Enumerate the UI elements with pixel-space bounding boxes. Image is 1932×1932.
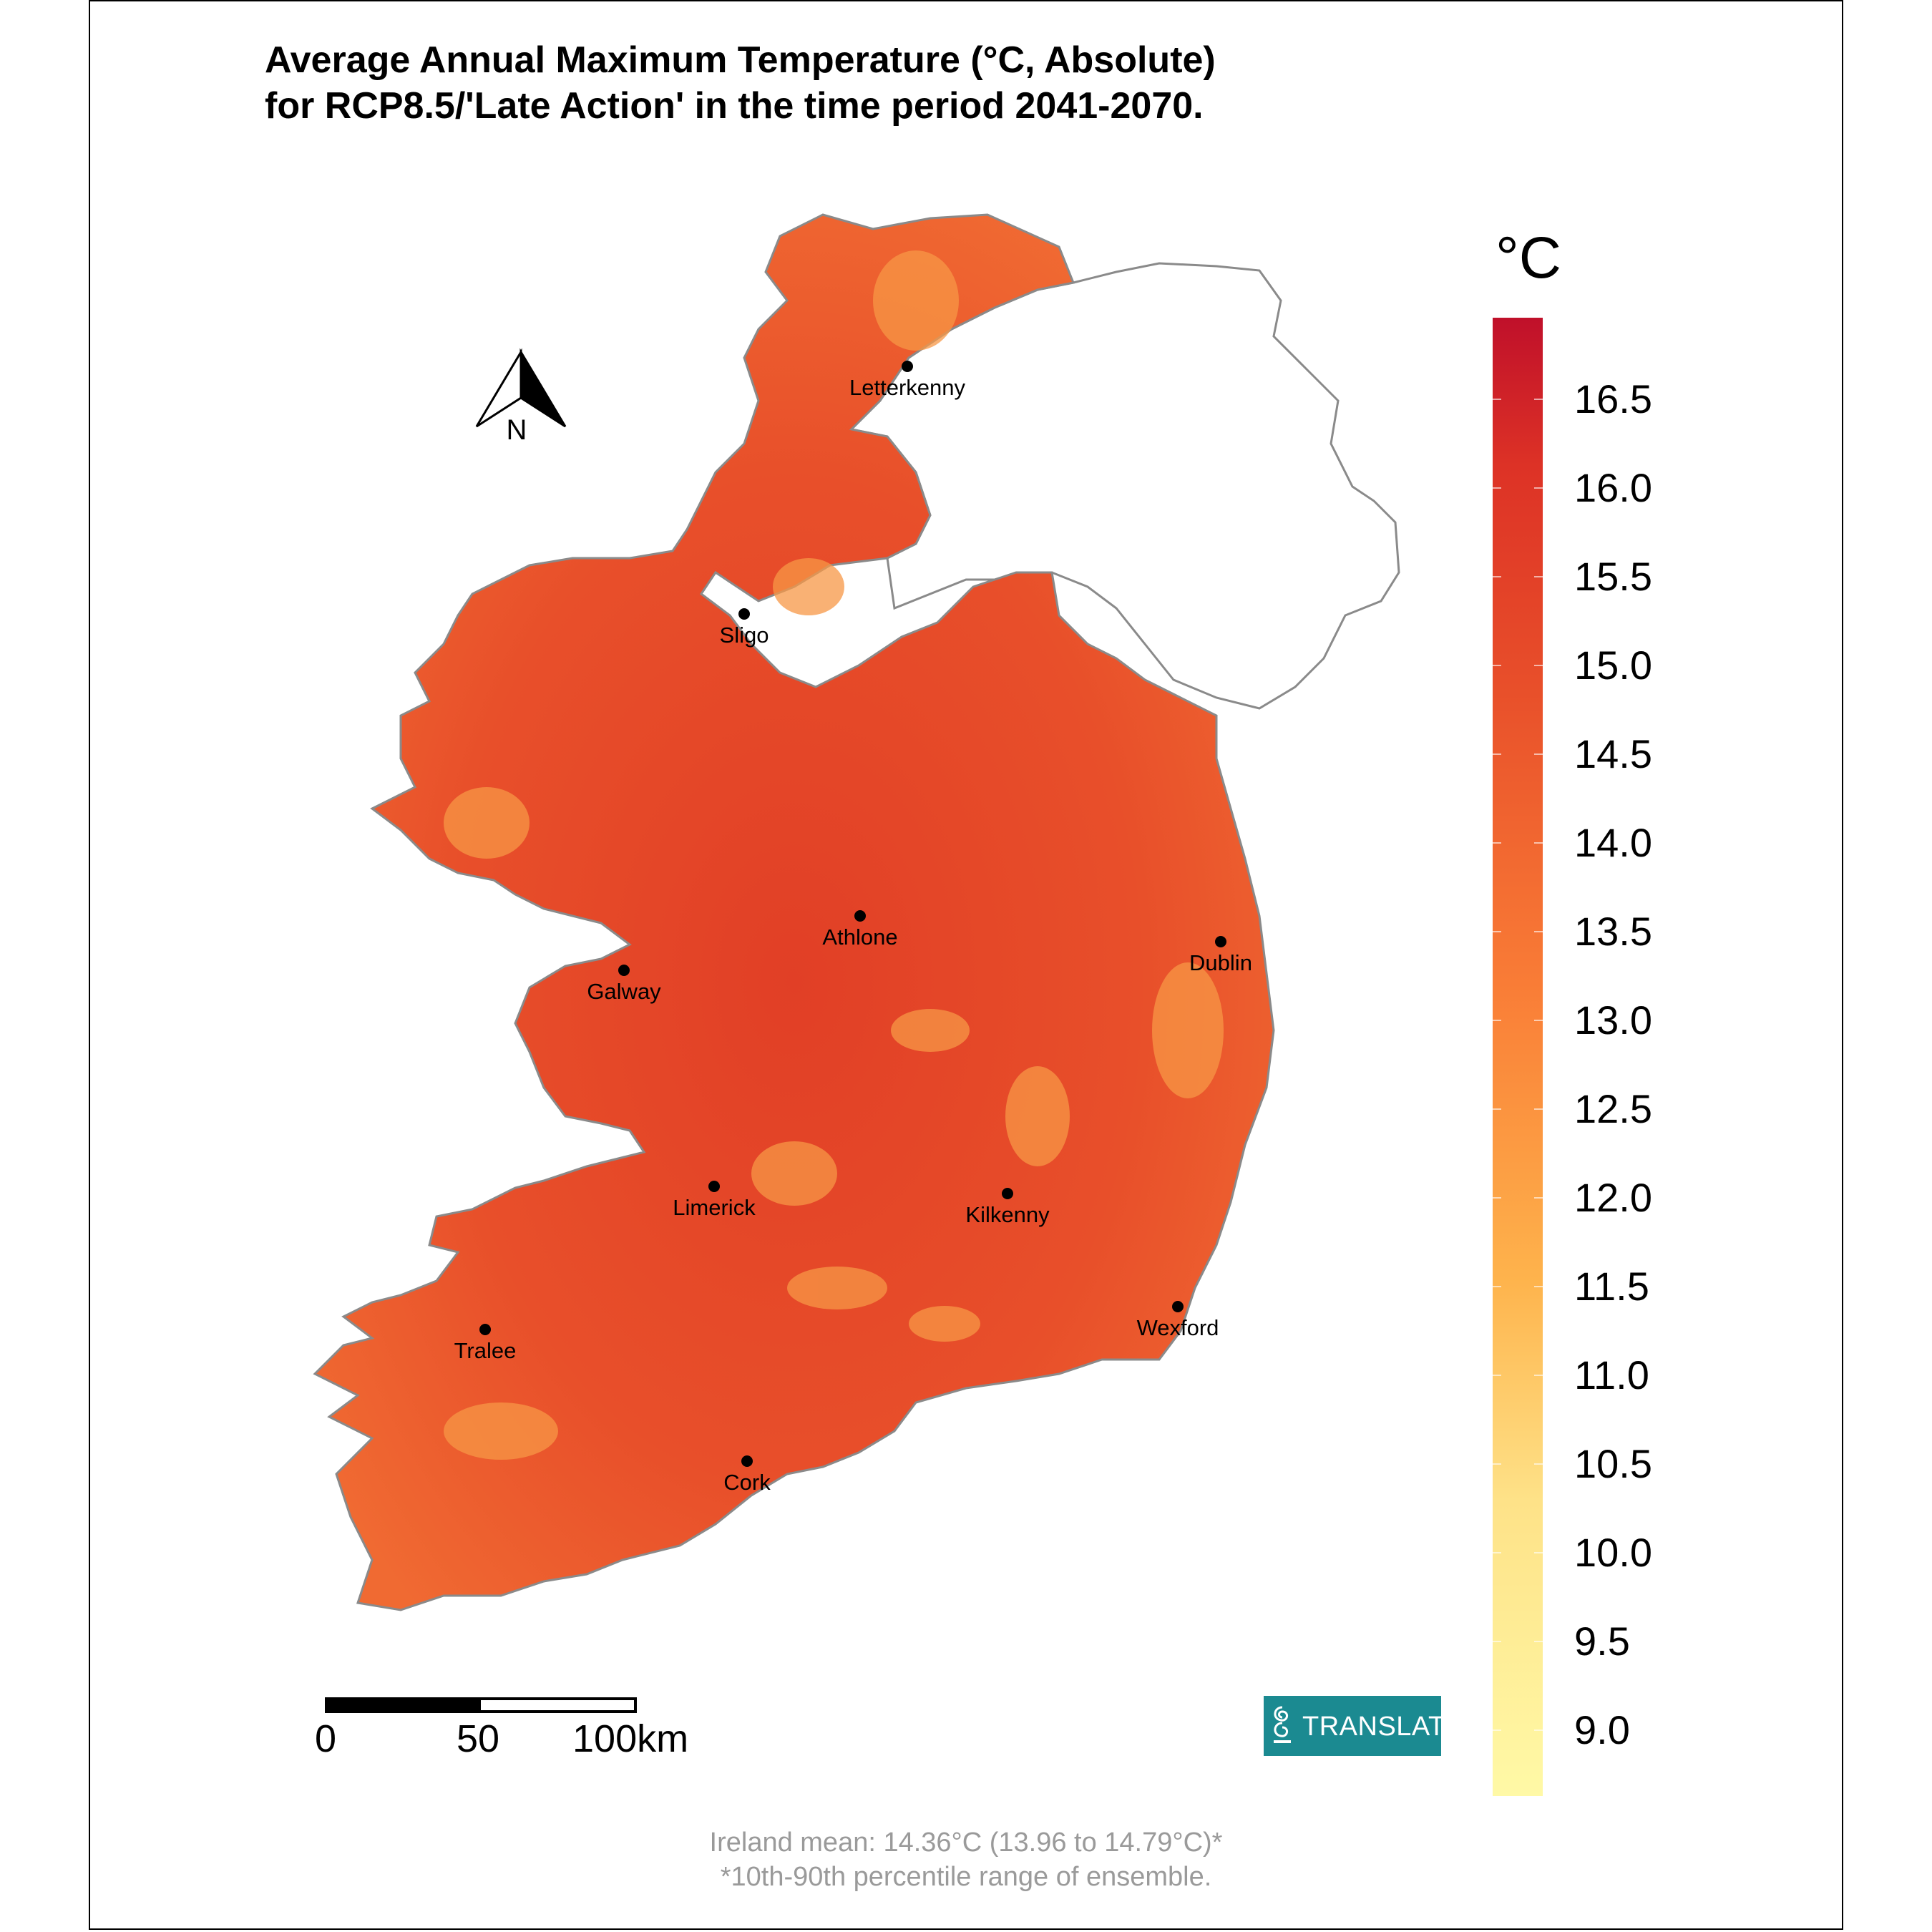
city-kilkenny: Kilkenny xyxy=(965,1188,1050,1227)
city-athlone: Athlone xyxy=(822,910,898,950)
legend-tick-label: 12.0 xyxy=(1574,1175,1652,1220)
city-letterkenny: Letterkenny xyxy=(849,361,965,400)
legend-tick-label: 9.5 xyxy=(1574,1619,1630,1664)
city-galway: Galway xyxy=(587,965,661,1004)
north-arrow-icon xyxy=(475,348,567,428)
highland-patches xyxy=(444,250,1224,1460)
legend-tick-label: 10.5 xyxy=(1574,1441,1652,1486)
title-line-1: Average Annual Maximum Temperature (°C, … xyxy=(265,39,1216,81)
footnote-percentile: *10th-90th percentile range of ensemble. xyxy=(720,1862,1212,1892)
legend-tick-label: 9.0 xyxy=(1574,1707,1630,1752)
legend-tick-label: 14.5 xyxy=(1574,731,1652,776)
legend-tick-label: 13.5 xyxy=(1574,909,1652,954)
city-wexford: Wexford xyxy=(1137,1301,1219,1340)
city-label-dublin: Dublin xyxy=(1189,950,1252,975)
city-label-cork: Cork xyxy=(723,1470,771,1495)
city-label-limerick: Limerick xyxy=(673,1195,756,1220)
city-label-sligo: Sligo xyxy=(720,623,769,648)
city-tralee: Tralee xyxy=(454,1324,517,1363)
legend-tick-label: 11.0 xyxy=(1574,1352,1649,1397)
city-label-athlone: Athlone xyxy=(822,924,897,950)
legend-tick-label: 16.5 xyxy=(1574,376,1652,421)
city-label-wexford: Wexford xyxy=(1137,1315,1219,1340)
city-limerick: Limerick xyxy=(673,1181,756,1220)
legend-tick-label: 16.0 xyxy=(1574,465,1652,510)
city-dublin: Dublin xyxy=(1189,936,1252,975)
north-arrow-label: N xyxy=(507,414,527,446)
legend-title: °C xyxy=(1496,225,1562,291)
city-label-letterkenny: Letterkenny xyxy=(849,375,965,400)
legend-tick-label: 13.0 xyxy=(1574,997,1652,1043)
city-sligo: Sligo xyxy=(720,608,769,648)
legend-tick-label: 14.0 xyxy=(1574,820,1652,865)
legend-tick-label: 10.0 xyxy=(1574,1530,1652,1575)
legend-tick-label: 12.5 xyxy=(1574,1086,1652,1131)
legend-colorbar xyxy=(1493,318,1543,1796)
city-label-tralee: Tralee xyxy=(454,1338,517,1363)
legend-ticks xyxy=(1493,399,1543,1731)
scale-label-0: 0 xyxy=(315,1717,337,1760)
figure-frame xyxy=(89,0,1843,1930)
scale-label-50: 50 xyxy=(457,1717,500,1760)
met-eireann-swirl-icon xyxy=(1274,1706,1291,1743)
city-label-galway: Galway xyxy=(587,979,661,1004)
legend-tick-label: 15.5 xyxy=(1574,554,1652,599)
city-label-kilkenny: Kilkenny xyxy=(965,1202,1050,1227)
legend-tick-label: 11.5 xyxy=(1574,1264,1649,1309)
legend-tick-label: 15.0 xyxy=(1574,643,1652,688)
city-cork: Cork xyxy=(723,1455,771,1495)
footnote-mean: Ireland mean: 14.36°C (13.96 to 14.79°C)… xyxy=(709,1828,1223,1858)
ireland-landmass xyxy=(313,213,1275,1611)
title-line-2: for RCP8.5/'Late Action' in the time per… xyxy=(265,85,1204,127)
logo-text: TRANSLATE xyxy=(1302,1712,1464,1742)
translate-logo: TRANSLATE xyxy=(1264,1696,1463,1756)
scale-label-100km: 100km xyxy=(572,1717,689,1760)
scale-bar xyxy=(325,1697,637,1713)
